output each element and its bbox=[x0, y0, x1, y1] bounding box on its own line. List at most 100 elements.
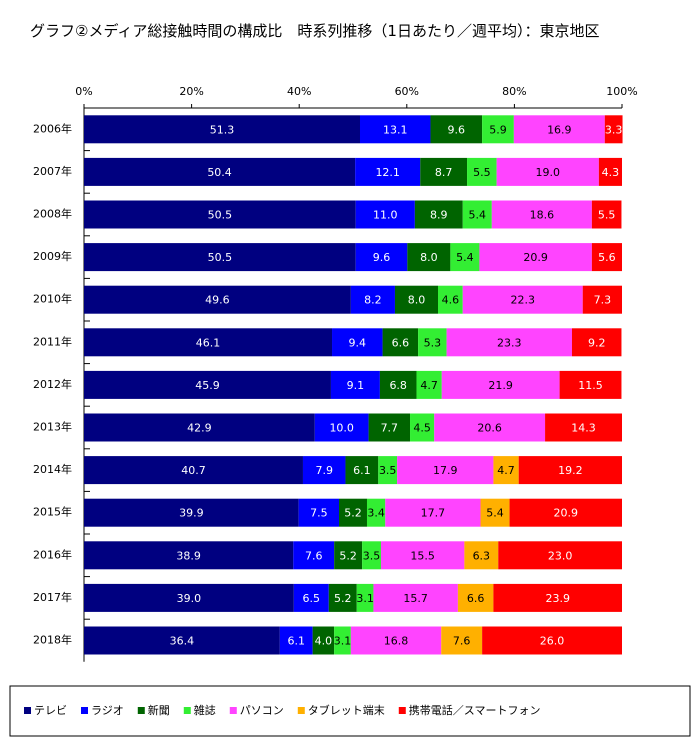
value-label: 21.9 bbox=[488, 379, 513, 392]
value-label: 15.7 bbox=[403, 592, 428, 605]
value-label: 16.9 bbox=[547, 123, 572, 136]
value-label: 8.0 bbox=[408, 294, 426, 307]
bar-segment bbox=[84, 626, 280, 655]
value-label: 5.2 bbox=[334, 592, 352, 605]
bar-segment bbox=[84, 200, 356, 229]
value-label: 20.6 bbox=[477, 422, 502, 435]
value-label: 23.0 bbox=[548, 549, 573, 562]
bar-segment bbox=[84, 115, 360, 144]
value-label: 9.4 bbox=[349, 336, 367, 349]
bar-segment bbox=[480, 498, 510, 527]
value-label: 5.9 bbox=[489, 123, 507, 136]
bar-segment bbox=[332, 328, 383, 357]
bar-segment bbox=[420, 157, 468, 186]
value-label: 8.0 bbox=[420, 251, 438, 264]
value-label: 20.9 bbox=[554, 507, 579, 520]
y-tick-label: 2008年 bbox=[33, 207, 72, 221]
bar-segment bbox=[382, 328, 419, 357]
legend-label: 新聞 bbox=[148, 703, 170, 717]
value-label: 4.6 bbox=[442, 294, 460, 307]
bar-segment bbox=[462, 200, 492, 229]
legend-swatch bbox=[183, 707, 191, 714]
x-tick-label: 100% bbox=[606, 85, 637, 98]
value-label: 39.9 bbox=[179, 507, 204, 520]
legend-label: パソコン bbox=[240, 704, 284, 717]
bar-segment bbox=[509, 498, 622, 527]
value-label: 7.3 bbox=[594, 294, 612, 307]
value-label: 5.4 bbox=[456, 251, 474, 264]
bar-segment bbox=[293, 583, 329, 612]
bar-segment bbox=[545, 413, 622, 442]
value-label: 11.5 bbox=[578, 379, 603, 392]
bar-segment bbox=[355, 157, 421, 186]
bar-segment bbox=[362, 541, 381, 570]
y-tick-label: 2016年 bbox=[33, 547, 72, 561]
bar-segment bbox=[441, 626, 483, 655]
bar-segment bbox=[350, 285, 395, 314]
value-label: 6.6 bbox=[467, 592, 485, 605]
legend-label: タブレット端末 bbox=[308, 703, 385, 717]
value-label: 4.0 bbox=[315, 635, 333, 648]
value-label: 7.6 bbox=[453, 635, 471, 648]
bar-segment bbox=[559, 370, 622, 399]
value-label: 49.6 bbox=[205, 294, 230, 307]
bar-segment bbox=[84, 541, 294, 570]
value-label: 46.1 bbox=[196, 336, 221, 349]
y-tick-label: 2011年 bbox=[33, 334, 72, 348]
bar-segment bbox=[368, 413, 411, 442]
bar-segment bbox=[298, 498, 340, 527]
bar-segment bbox=[373, 583, 458, 612]
value-label: 19.0 bbox=[536, 166, 561, 179]
value-label: 4.5 bbox=[413, 422, 431, 435]
bar-segment bbox=[591, 200, 622, 229]
bar-segment bbox=[334, 541, 363, 570]
bar-segment bbox=[434, 413, 546, 442]
bar-segment bbox=[293, 541, 335, 570]
y-tick-label: 2015年 bbox=[33, 505, 72, 519]
value-label: 7.5 bbox=[310, 507, 328, 520]
value-label: 23.3 bbox=[497, 336, 522, 349]
y-tick-label: 2017年 bbox=[33, 590, 72, 604]
value-label: 3.5 bbox=[363, 549, 381, 562]
value-label: 42.9 bbox=[187, 422, 212, 435]
value-label: 3.4 bbox=[367, 507, 385, 520]
value-label: 50.5 bbox=[208, 209, 233, 222]
value-label: 3.5 bbox=[379, 464, 397, 477]
bar-segment bbox=[366, 498, 386, 527]
value-label: 5.2 bbox=[339, 549, 357, 562]
value-label: 7.6 bbox=[305, 549, 323, 562]
value-label: 6.8 bbox=[389, 379, 407, 392]
bar-segment bbox=[498, 541, 622, 570]
bar-segment bbox=[450, 243, 480, 272]
y-tick-label: 2006年 bbox=[33, 121, 72, 135]
x-tick-label: 40% bbox=[287, 85, 311, 98]
bar-segment bbox=[410, 413, 435, 442]
value-label: 17.9 bbox=[433, 464, 458, 477]
bar-segment bbox=[84, 583, 294, 612]
value-label: 17.7 bbox=[421, 507, 446, 520]
bar-segment bbox=[385, 498, 481, 527]
value-label: 8.7 bbox=[435, 166, 453, 179]
bar-segment bbox=[394, 285, 439, 314]
value-label: 14.3 bbox=[571, 422, 596, 435]
x-tick-label: 0% bbox=[75, 85, 92, 98]
bar-segment bbox=[380, 541, 465, 570]
bar-segment bbox=[464, 541, 499, 570]
value-label: 6.5 bbox=[303, 592, 321, 605]
bar-segment bbox=[598, 157, 622, 186]
legend-swatch bbox=[24, 707, 31, 714]
bar-segment bbox=[513, 115, 605, 144]
value-label: 4.7 bbox=[497, 464, 515, 477]
x-tick-label: 20% bbox=[179, 85, 203, 98]
bar-segment bbox=[279, 626, 313, 655]
bar-segment bbox=[302, 456, 346, 485]
value-label: 23.9 bbox=[545, 592, 570, 605]
value-label: 18.6 bbox=[530, 209, 555, 222]
bar-segment bbox=[84, 157, 356, 186]
value-label: 4.7 bbox=[420, 379, 438, 392]
bar-segment bbox=[84, 243, 356, 272]
value-label: 6.1 bbox=[287, 635, 305, 648]
y-tick-label: 2018年 bbox=[33, 633, 72, 647]
value-label: 7.7 bbox=[381, 422, 399, 435]
bar-segment bbox=[334, 626, 351, 655]
